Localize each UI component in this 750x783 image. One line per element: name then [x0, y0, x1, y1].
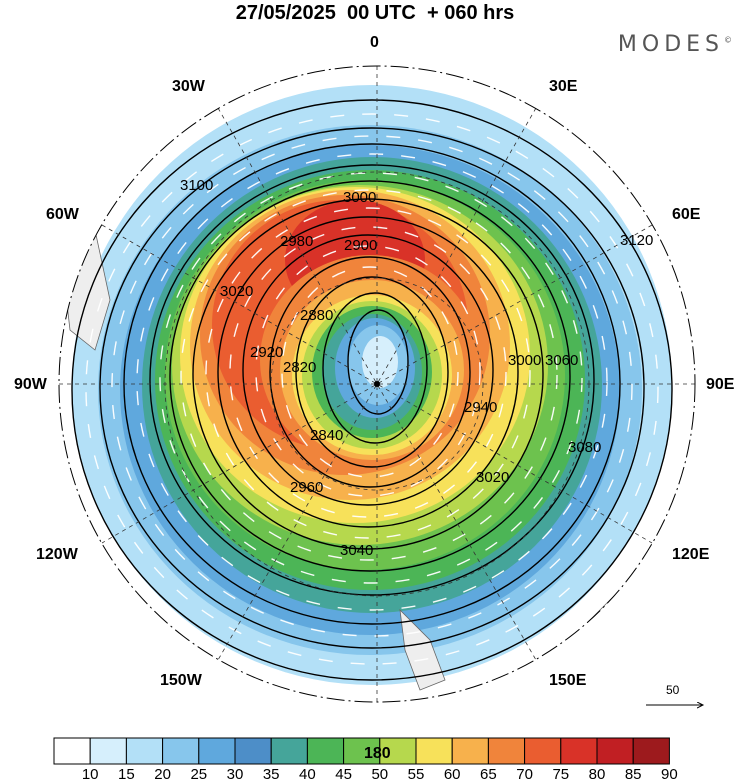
colorbar-swatch — [379, 737, 417, 765]
colorbar-swatch — [270, 737, 308, 765]
colorbar-tick-label: 20 — [154, 766, 171, 783]
colorbar-swatch — [89, 737, 127, 765]
height-contours — [71, 99, 673, 681]
lon-label-150e: 150E — [549, 672, 587, 689]
colorbar-tick-label: 25 — [190, 766, 208, 783]
contour-label: 2920 — [250, 344, 283, 361]
contour-label: 2820 — [283, 359, 316, 376]
wind-vectors — [85, 113, 659, 665]
map-title: 27/05/2025 00 UTC + 060 hrs — [235, 2, 515, 24]
colorbar-tick-label: 65 — [480, 766, 497, 783]
colorbar — [53, 737, 670, 765]
contour-label: 2960 — [290, 479, 323, 496]
lon-label-120e: 120E — [672, 546, 710, 563]
colorbar-tick-label: 15 — [118, 766, 135, 783]
colorbar-swatch — [343, 737, 381, 765]
colorbar-tick-label: 55 — [407, 766, 425, 783]
colorbar-tick-label: 30 — [226, 766, 244, 783]
contour-label-group: 3000 2980 2900 2880 2920 3020 3040 3060 … — [180, 177, 653, 559]
reference-vector-label: 50 — [666, 683, 680, 697]
map-boundary — [58, 65, 696, 703]
lon-label-0: 0 — [370, 34, 379, 51]
lon-label-180: 180 — [364, 745, 391, 762]
colorbar-tick-label: 35 — [262, 766, 280, 783]
wind-shading — [59, 66, 695, 702]
contour-label: 3040 — [340, 542, 373, 559]
contour-label: 3120 — [620, 232, 653, 249]
colorbar-swatch — [53, 737, 91, 765]
copyright-mark: © — [724, 35, 732, 45]
colorbar-swatch — [596, 737, 634, 765]
contour-label: 2880 — [300, 307, 333, 324]
colorbar-tick-label: 75 — [552, 766, 570, 783]
contour-label: 3000 — [343, 189, 376, 206]
contour-label: 3020 — [476, 469, 509, 486]
colorbar-swatch — [632, 737, 670, 765]
brand-logo: MODES© — [618, 32, 732, 57]
contour-label: 2940 — [464, 399, 497, 416]
colorbar-tick-label: 10 — [81, 766, 99, 783]
colorbar-swatch — [162, 737, 200, 765]
colorbar-swatch — [524, 737, 562, 765]
colorbar-tick-label: 70 — [516, 766, 533, 783]
colorbar-swatch — [125, 737, 164, 765]
lon-label-90w: 90W — [14, 376, 47, 393]
pole-marker — [374, 381, 380, 387]
colorbar-tick-label: 85 — [624, 766, 642, 783]
contour-label: 3020 — [220, 283, 253, 300]
colorbar-tick-label: 80 — [588, 766, 606, 783]
contour-label: 3100 — [180, 177, 213, 194]
colorbar-tick-label: 50 — [371, 766, 389, 783]
contour-label: 3060 — [545, 352, 578, 369]
lon-label-60w: 60W — [46, 206, 79, 223]
colorbar-swatch — [451, 737, 489, 765]
colorbar-tick-label: 90 — [661, 766, 678, 783]
contour-label: 2900 — [344, 237, 377, 254]
lon-label-120w: 120W — [36, 546, 78, 563]
colorbar-swatch — [560, 737, 598, 765]
colorbar-swatch — [415, 737, 453, 765]
lon-label-30e: 30E — [549, 78, 578, 95]
lon-label-150w: 150W — [160, 672, 202, 689]
brand-name: MODES — [617, 32, 724, 57]
lon-label-60e: 60E — [672, 206, 701, 223]
colorbar-swatch — [234, 737, 272, 765]
contour-label: 3080 — [568, 439, 601, 456]
lon-label-90e: 90E — [706, 376, 735, 393]
colorbar-tick-label: 40 — [299, 766, 316, 783]
colorbar-swatch — [306, 737, 345, 765]
lon-label-30w: 30W — [172, 78, 205, 95]
contour-label: 2840 — [310, 427, 343, 444]
graticule — [59, 66, 695, 702]
colorbar-swatch — [198, 737, 236, 765]
colorbar-tick-label: 45 — [335, 766, 352, 783]
contour-label: 2980 — [280, 233, 313, 250]
colorbar-tick-label: 60 — [443, 766, 461, 783]
colorbar-swatch — [487, 737, 526, 765]
contour-label: 3000 — [508, 352, 541, 369]
